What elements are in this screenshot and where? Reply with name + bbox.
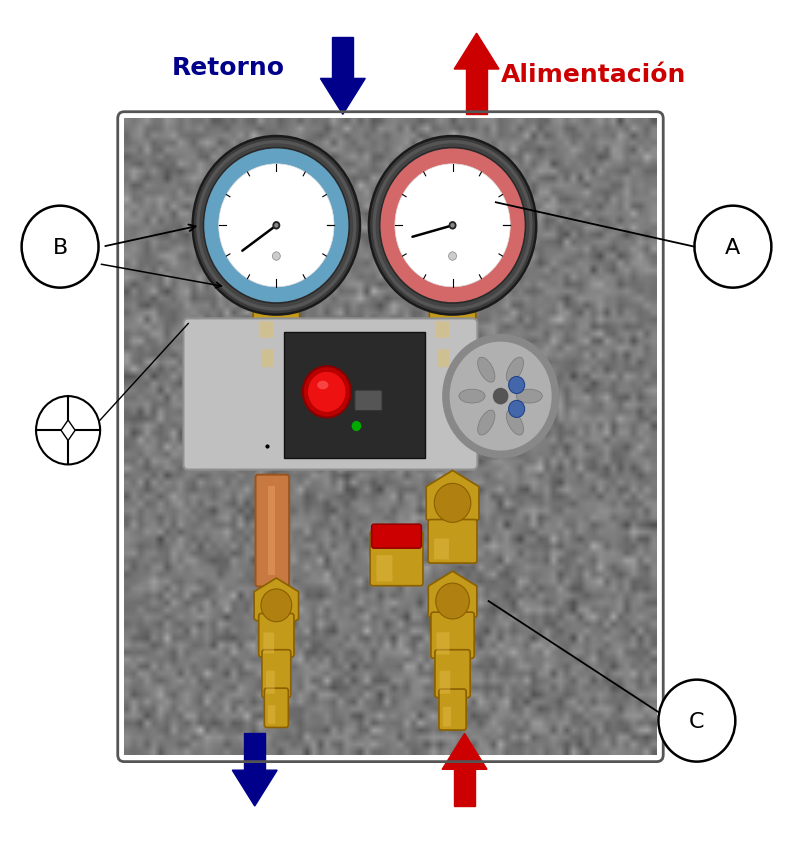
FancyBboxPatch shape [256,475,289,587]
Circle shape [376,144,529,308]
FancyBboxPatch shape [434,539,449,560]
FancyBboxPatch shape [253,306,300,341]
Circle shape [203,148,350,305]
Circle shape [303,367,351,418]
Polygon shape [466,70,487,115]
Circle shape [509,401,525,418]
Bar [268,486,275,576]
Ellipse shape [459,390,485,403]
FancyBboxPatch shape [259,322,273,339]
Ellipse shape [516,390,542,403]
Circle shape [368,136,537,316]
Polygon shape [61,421,75,441]
Circle shape [194,138,359,314]
Polygon shape [454,34,499,70]
Polygon shape [244,734,265,770]
Polygon shape [442,734,487,769]
Circle shape [191,136,361,316]
FancyBboxPatch shape [435,322,449,339]
Text: B: B [52,237,68,258]
Ellipse shape [506,410,524,436]
FancyBboxPatch shape [268,705,276,724]
FancyBboxPatch shape [372,525,421,548]
Circle shape [380,149,525,303]
Circle shape [199,144,353,308]
Ellipse shape [317,381,328,390]
Circle shape [449,222,457,230]
Circle shape [449,341,553,452]
FancyBboxPatch shape [264,688,288,728]
Circle shape [204,149,348,303]
FancyBboxPatch shape [262,650,291,698]
Circle shape [450,223,455,229]
Text: S: S [255,438,262,446]
FancyBboxPatch shape [266,670,275,694]
FancyBboxPatch shape [429,306,476,341]
Circle shape [62,425,74,437]
Circle shape [308,372,346,413]
Circle shape [196,141,356,311]
Circle shape [36,397,100,465]
Circle shape [493,388,509,405]
FancyBboxPatch shape [370,531,423,586]
FancyBboxPatch shape [428,520,477,564]
FancyBboxPatch shape [256,334,296,371]
Circle shape [370,138,535,314]
Polygon shape [332,38,353,79]
Text: ODWIU: ODWIU [205,438,238,446]
Text: C: C [689,711,705,731]
Circle shape [509,377,525,394]
Circle shape [436,583,469,619]
FancyBboxPatch shape [259,614,294,657]
Circle shape [272,222,280,230]
Circle shape [395,165,510,287]
Polygon shape [254,578,299,633]
FancyBboxPatch shape [433,334,473,371]
Polygon shape [429,572,477,631]
Polygon shape [232,770,277,806]
Circle shape [219,165,334,287]
FancyBboxPatch shape [431,612,474,659]
FancyBboxPatch shape [376,555,392,582]
Ellipse shape [477,410,495,436]
Polygon shape [320,79,365,115]
Text: M: M [197,438,208,446]
FancyBboxPatch shape [284,333,425,459]
Text: Alimentación: Alimentación [501,63,686,87]
Circle shape [352,421,361,432]
FancyBboxPatch shape [264,633,274,653]
FancyBboxPatch shape [183,319,477,470]
Text: A: A [725,237,741,258]
Text: Retorno: Retorno [171,56,284,80]
Circle shape [449,252,457,261]
Circle shape [434,484,471,523]
FancyBboxPatch shape [437,350,450,368]
Circle shape [372,141,533,311]
Circle shape [261,589,292,622]
FancyBboxPatch shape [443,707,451,727]
FancyBboxPatch shape [261,350,274,368]
Ellipse shape [477,357,495,383]
Circle shape [694,206,771,288]
FancyBboxPatch shape [437,633,449,655]
Polygon shape [454,769,475,806]
Circle shape [658,680,735,762]
Ellipse shape [506,357,524,383]
FancyBboxPatch shape [440,670,450,694]
Polygon shape [426,471,479,536]
Circle shape [442,334,559,459]
Circle shape [272,252,280,261]
FancyBboxPatch shape [355,391,382,411]
Circle shape [274,223,279,229]
FancyBboxPatch shape [439,689,466,730]
Circle shape [22,206,99,288]
Circle shape [379,148,526,305]
FancyBboxPatch shape [435,650,470,698]
Text: wilo: wilo [407,437,432,450]
